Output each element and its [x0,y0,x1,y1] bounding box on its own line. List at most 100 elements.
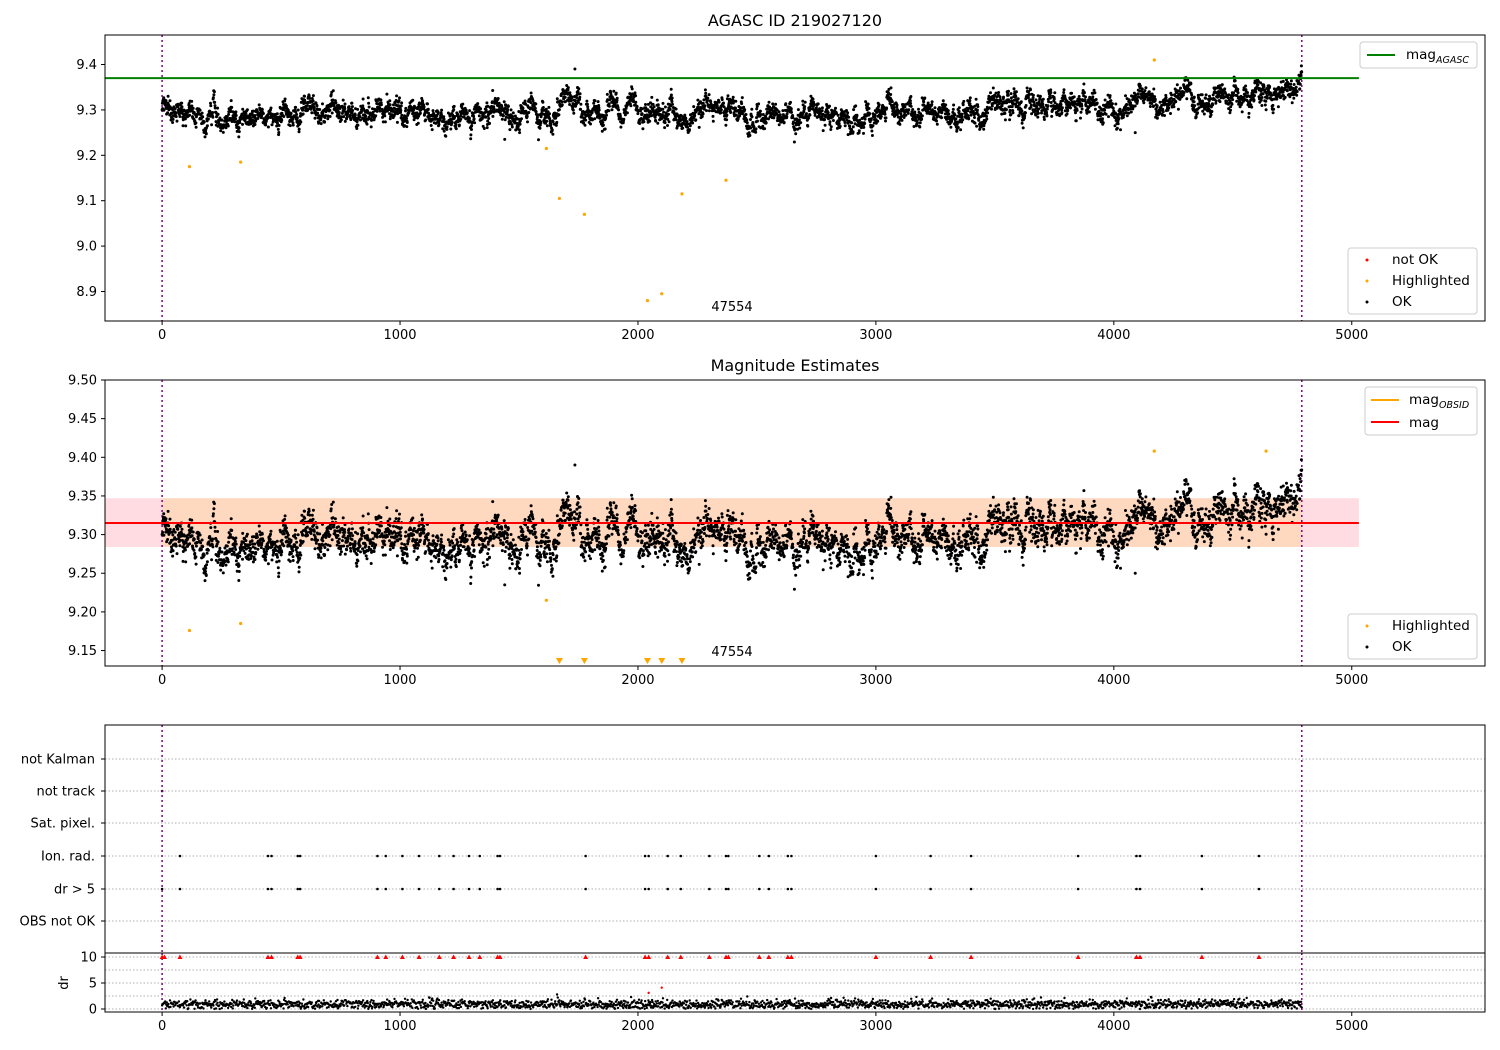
agasc-ok-point [342,115,346,119]
agasc-ok-point [794,132,798,136]
agasc-ok-point [318,108,322,111]
agasc-ok-point [294,110,298,114]
agasc-ok-point [450,120,454,124]
agasc-ok-point [771,102,775,106]
agasc-ok-point [331,98,335,102]
magnitude-ok-point [308,513,312,517]
agasc-ok-point [176,105,180,109]
agasc-ok-point [415,111,419,115]
agasc-ok-point [326,117,330,121]
agasc-ok-point [940,116,943,120]
magnitude-ok-point [201,545,205,549]
magnitude-ok-point [244,539,248,543]
agasc-ok-point [601,121,605,124]
agasc-ok-point [1289,82,1293,86]
agasc-ok-point [531,99,535,103]
agasc-ok-point [204,132,208,136]
agasc-ok-point [1211,103,1215,107]
agasc-ok-point [526,120,529,124]
agasc-ok-point [420,96,424,100]
agasc-ok-point [485,126,489,130]
agasc-ok-point [577,87,581,91]
agasc-ok-point [674,115,678,119]
agasc-ok-point [734,106,737,110]
agasc-ok-point [358,115,362,119]
agasc-ok-point [470,124,474,128]
agasc-ok-point [661,101,665,105]
agasc-ok-point [683,113,687,117]
agasc-ok-point [1129,110,1133,114]
agasc-ok-point [661,107,665,111]
agasc-ok-point [452,108,456,112]
agasc-ok-point [395,94,399,98]
agasc-ok-point [424,118,428,122]
agasc-ok-point [851,130,855,134]
agasc-ok-point [747,131,751,135]
agasc-ok-point [529,91,533,95]
magnitude-ok-point [253,546,257,550]
magnitude-ok-point [233,539,237,543]
agasc-ok-point [266,125,270,129]
agasc-ok-point [622,117,626,121]
agasc-ok-point [823,118,826,122]
agasc-ok-point [563,95,567,99]
agasc-ok-point [1182,91,1186,94]
agasc-ok-point [364,114,368,118]
agasc-ok-point [511,115,515,118]
agasc-ok-point [243,119,247,123]
agasc-ok-point [1079,110,1083,114]
magnitude-ok-point [190,534,194,538]
agasc-ok-point [476,102,480,106]
agasc-ok-point [366,110,370,114]
agasc-ok-point [1247,115,1251,119]
agasc-ok-point [213,106,217,110]
agasc-ok-point [459,117,463,121]
agasc-ok-point [667,112,670,116]
magnitude-ok-point [194,562,198,566]
magnitude-ok-point [305,525,309,529]
agasc-ok-point [777,110,781,114]
magnitude-ok-point [256,547,260,551]
agasc-ok-point [691,121,695,125]
agasc-ok-point [430,128,434,132]
magnitude-ok-point [162,512,166,516]
agasc-ok-point [1045,114,1049,118]
magnitude-ok-point [283,514,287,518]
agasc-ok-point [915,121,919,125]
agasc-ok-point [812,102,816,106]
agasc-ok-point [537,138,540,142]
agasc-ok-point [269,106,273,110]
agasc-ok-point [180,105,184,109]
agasc-ok-point [1136,98,1139,102]
agasc-ok-point [1175,83,1179,87]
agasc-ok-point [911,108,915,111]
agasc-ok-point [381,120,385,124]
agasc-ok-point [307,94,311,98]
agasc-ok-point [578,95,582,99]
agasc-ok-point [385,92,389,96]
agasc-ok-point [843,124,847,128]
agasc-ok-point [1006,93,1010,97]
agasc-ok-point [1295,93,1299,97]
magnitude-ok-point [294,536,298,540]
agasc-ok-point [211,115,215,119]
agasc-ok-point [383,114,387,118]
magnitude-ok-point [309,532,313,535]
agasc-ok-point [437,123,441,126]
agasc-ok-point [792,140,796,144]
agasc-ok-point [1104,112,1108,116]
magnitude-ok-point [180,527,184,531]
magnitude-ok-point [303,509,306,513]
agasc-ok-point [741,112,745,116]
agasc-ok-point [506,104,510,108]
agasc-ok-point [244,111,248,115]
magnitude-ok-point [161,530,165,534]
agasc-ok-point [383,120,387,124]
agasc-ok-point [1210,110,1214,113]
agasc-ok-point [399,104,403,108]
agasc-ok-point [310,111,314,115]
agasc-ok-point [703,104,707,108]
agasc-ok-point [634,100,638,104]
agasc-ok-point [1169,112,1172,115]
magnitude-ok-point [289,538,293,542]
